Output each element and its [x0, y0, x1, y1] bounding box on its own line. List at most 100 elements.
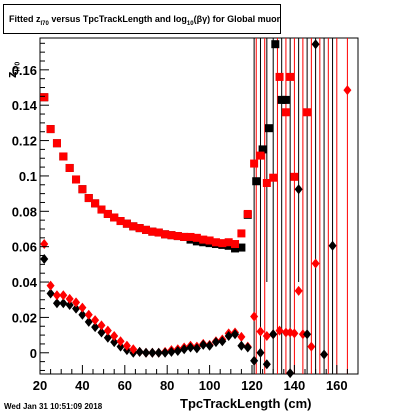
square-marker — [180, 232, 189, 241]
square-marker — [192, 233, 201, 242]
diamond-marker — [262, 330, 271, 341]
diamond-marker — [173, 346, 182, 357]
marker-layer — [40, 39, 352, 379]
diamond-marker — [307, 341, 316, 352]
diamond-marker — [148, 347, 157, 358]
diamond-marker — [59, 290, 68, 301]
diamond-marker — [167, 346, 176, 357]
square-marker — [84, 194, 93, 203]
title-sub-a: I70 — [40, 20, 49, 27]
diamond-marker — [262, 359, 271, 370]
title-part-a: Fitted z — [9, 14, 41, 24]
diamond-marker — [243, 342, 252, 353]
diamond-marker — [250, 355, 259, 366]
diamond-marker — [303, 329, 312, 340]
square-marker — [264, 124, 273, 133]
diamond-marker — [65, 300, 74, 311]
square-marker — [110, 213, 119, 222]
y-tick-label: 0.12 — [12, 134, 37, 149]
square-marker — [271, 40, 280, 49]
title-sub-b: 10 — [186, 20, 194, 27]
diamond-marker — [180, 344, 189, 355]
square-marker — [231, 240, 240, 249]
square-marker — [65, 163, 74, 172]
diamond-marker — [328, 240, 337, 251]
x-tick-label: 60 — [118, 378, 132, 393]
diamond-marker — [161, 347, 170, 358]
diamond-marker — [250, 311, 259, 322]
square-marker — [167, 231, 176, 240]
diamond-marker — [294, 184, 303, 195]
error-bar-layer — [253, 38, 348, 374]
x-tick-label: 160 — [326, 378, 348, 393]
diamond-marker — [103, 325, 112, 336]
square-marker — [237, 229, 246, 238]
diamond-marker — [103, 332, 112, 343]
diamond-marker — [91, 322, 100, 333]
square-marker — [52, 139, 61, 148]
square-marker — [72, 175, 81, 184]
square-marker — [103, 209, 112, 218]
diamond-marker — [78, 302, 87, 313]
x-tick-label: 20 — [33, 378, 47, 393]
square-marker — [281, 108, 290, 117]
diamond-marker — [52, 298, 61, 309]
diamond-marker — [186, 342, 195, 353]
diamond-marker — [116, 336, 125, 347]
diamond-marker — [269, 329, 278, 340]
y-tick-label: 0.08 — [12, 204, 37, 219]
square-marker — [116, 217, 125, 226]
y-axis-label-main: z — [4, 71, 19, 79]
square-marker — [258, 145, 267, 154]
diamond-marker — [72, 297, 81, 308]
title-part-c: (βγ) for Global muon+ — [193, 14, 281, 24]
square-marker — [142, 225, 150, 234]
square-marker — [40, 93, 49, 102]
square-marker — [269, 173, 278, 182]
square-marker — [218, 239, 227, 248]
diamond-marker — [97, 320, 106, 331]
square-marker — [256, 151, 265, 160]
diamond-marker — [52, 290, 61, 301]
square-marker — [78, 185, 87, 194]
square-marker — [161, 230, 170, 239]
diamond-marker — [311, 39, 320, 50]
square-marker — [205, 236, 214, 245]
diamond-marker — [46, 280, 55, 291]
diamond-marker — [199, 339, 208, 350]
square-marker — [91, 199, 100, 208]
diamond-marker — [116, 341, 125, 352]
diamond-marker — [122, 340, 131, 351]
diamond-marker — [231, 329, 240, 340]
diamond-marker — [154, 347, 163, 358]
y-tick-label: 0.14 — [12, 98, 38, 113]
diamond-marker — [46, 288, 55, 299]
square-marker — [224, 238, 233, 247]
diamond-marker — [97, 327, 106, 338]
square-marker — [277, 95, 286, 104]
square-marker — [211, 238, 220, 247]
y-axis-label: zI70 — [4, 62, 22, 78]
title-part-b: versus TpcTrackLength and log — [48, 14, 187, 24]
square-marker — [250, 159, 259, 168]
diamond-marker — [192, 343, 201, 354]
diamond-marker — [275, 325, 284, 336]
y-axis-label-sub: I70 — [14, 61, 22, 72]
square-marker — [199, 235, 208, 244]
square-marker — [243, 209, 252, 218]
diamond-marker — [40, 239, 49, 250]
diamond-marker — [129, 344, 138, 355]
diamond-marker — [65, 293, 74, 304]
square-marker — [303, 108, 312, 117]
diamond-marker — [281, 327, 290, 338]
diamond-marker — [78, 309, 87, 320]
diamond-marker — [110, 330, 119, 341]
diamond-marker — [237, 331, 246, 342]
square-marker — [186, 232, 195, 241]
y-tick-label: 0.06 — [12, 240, 37, 255]
diamond-marker — [294, 285, 303, 296]
square-marker — [237, 243, 246, 252]
y-tick-label: 0.02 — [12, 310, 37, 325]
square-marker — [46, 125, 55, 134]
